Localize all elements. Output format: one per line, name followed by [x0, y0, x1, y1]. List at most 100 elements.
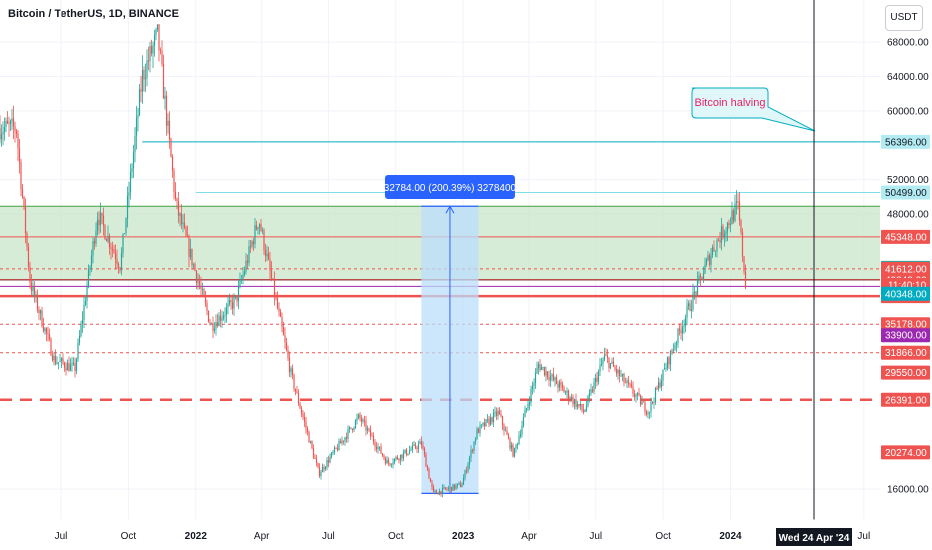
candle-body: [108, 235, 111, 248]
candle-body: [726, 222, 729, 232]
candle-body: [666, 357, 669, 369]
candle-body: [212, 323, 214, 331]
candle-body: [386, 459, 388, 464]
candle-body: [641, 401, 643, 405]
candle-body: [437, 493, 439, 495]
candle-body: [573, 399, 576, 405]
candle-body: [557, 384, 559, 388]
candle-body: [549, 376, 552, 381]
candle-body: [48, 334, 51, 340]
candle-body: [63, 362, 66, 368]
candle-body: [252, 241, 255, 245]
candle-body: [270, 270, 273, 279]
candle-body: [254, 225, 256, 245]
candle-body: [518, 436, 520, 444]
candle-body: [276, 298, 279, 309]
candle-body: [507, 434, 510, 439]
candle-body: [477, 428, 480, 434]
candle-body: [227, 303, 229, 308]
y-tick-label: 64000.00: [887, 72, 929, 83]
candle-body: [624, 382, 627, 384]
candle-body: [297, 393, 300, 404]
candle-body: [329, 457, 331, 463]
candle-body: [104, 225, 106, 240]
candle-body: [708, 255, 711, 265]
candle-body: [122, 234, 124, 254]
candle-body: [92, 241, 94, 256]
candle-body: [446, 488, 448, 490]
candle-body: [570, 396, 573, 400]
candle-body: [234, 295, 237, 298]
candle-body: [294, 388, 297, 392]
candle-body: [363, 419, 366, 422]
candle-body: [213, 328, 216, 331]
candle-body: [228, 299, 231, 304]
candle-body: [665, 368, 667, 369]
candle-body: [468, 457, 471, 465]
candle-body: [657, 382, 660, 389]
price-tag-label: 50499.00: [885, 188, 927, 199]
candle-body: [531, 386, 534, 390]
candle-body: [617, 369, 619, 374]
candle-body: [339, 441, 342, 444]
candle-body: [510, 444, 513, 449]
candle-body: [521, 425, 523, 435]
candle-body: [188, 236, 190, 258]
candle-body: [611, 361, 613, 364]
candle-body: [744, 271, 747, 289]
candle-body: [512, 444, 514, 457]
candle-body: [728, 222, 730, 225]
candle-body: [242, 274, 244, 280]
price-tag-label: 20274.00: [885, 448, 927, 459]
candle-body: [423, 448, 426, 455]
candle-body: [285, 342, 288, 350]
candle-body: [402, 452, 405, 459]
candle-body: [174, 191, 177, 199]
candle-body: [32, 286, 34, 291]
candle-body: [221, 318, 223, 321]
price-tag-label: 26391.00: [885, 395, 927, 406]
candle-body: [44, 328, 46, 332]
candle-body: [707, 255, 709, 260]
candle-body: [401, 454, 403, 459]
candle-body: [53, 355, 55, 361]
candle-body: [323, 466, 325, 470]
candle-body: [647, 413, 649, 415]
candle-body: [257, 227, 259, 230]
candle-body: [347, 429, 349, 439]
candle-body: [407, 453, 409, 455]
candle-body: [687, 303, 690, 307]
candle-body: [137, 114, 139, 118]
candle-body: [9, 121, 12, 124]
candle-body: [201, 289, 204, 290]
candle-body: [612, 361, 615, 367]
currency-button[interactable]: USDT: [885, 5, 923, 31]
candle-body: [572, 396, 574, 405]
candle-body: [192, 264, 195, 266]
candle-body: [425, 454, 427, 467]
candle-body: [75, 359, 78, 372]
candle-body: [354, 420, 357, 428]
candle-body: [593, 382, 595, 392]
candle-body: [458, 483, 460, 485]
candle-body: [720, 226, 723, 243]
candle-body: [479, 425, 481, 434]
candle-body: [89, 266, 91, 270]
candle-body: [488, 418, 490, 425]
candle-body: [513, 448, 516, 457]
candle-body: [275, 297, 277, 299]
candle-body: [224, 314, 226, 316]
candle-body: [171, 156, 174, 171]
candle-body: [173, 170, 175, 192]
candle-body: [653, 402, 655, 403]
candle-body: [315, 459, 318, 463]
candle-body: [263, 230, 265, 251]
candle-body: [497, 410, 499, 416]
candle-body: [209, 321, 211, 324]
y-tick-label: 48000.00: [887, 210, 929, 221]
candle-body: [203, 289, 205, 297]
halving-callout-bubble[interactable]: [691, 87, 816, 132]
candle-body: [210, 323, 213, 325]
